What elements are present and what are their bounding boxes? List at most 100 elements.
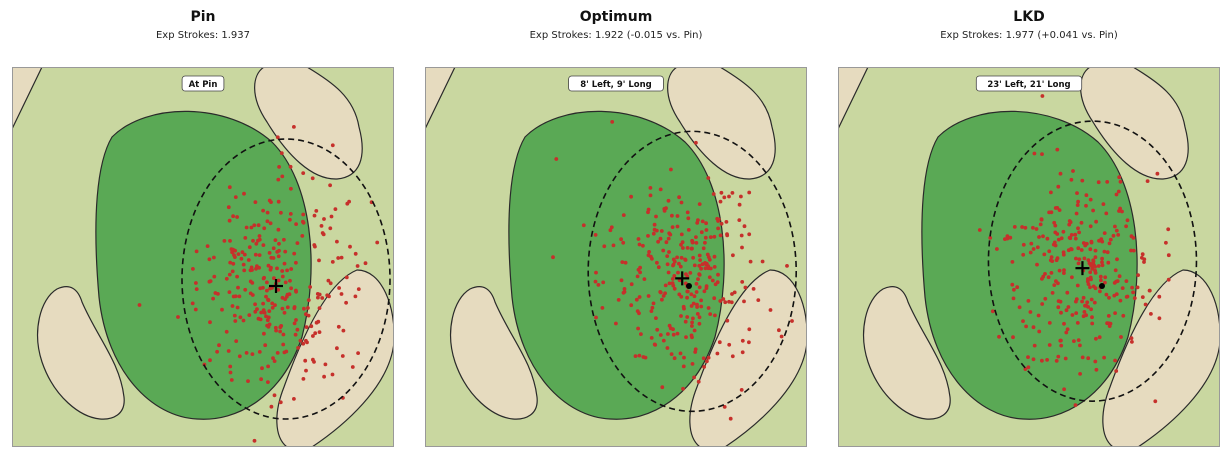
shot-point bbox=[335, 346, 339, 351]
shot-point bbox=[247, 245, 252, 250]
shot-point bbox=[300, 234, 305, 238]
shot-point bbox=[697, 285, 702, 290]
shot-point bbox=[295, 327, 300, 332]
shot-point bbox=[278, 329, 282, 334]
aim-point-marker bbox=[675, 271, 690, 286]
shot-point bbox=[1084, 241, 1089, 246]
shot-point bbox=[722, 405, 727, 409]
shot-point bbox=[292, 321, 297, 326]
plot-frame bbox=[425, 67, 807, 447]
shot-point bbox=[207, 257, 212, 262]
shot-point bbox=[1129, 248, 1133, 253]
shot-point bbox=[655, 327, 660, 332]
shot-point bbox=[262, 310, 267, 315]
shot-point bbox=[1055, 147, 1060, 152]
shot-point bbox=[697, 315, 702, 320]
shot-point bbox=[643, 355, 648, 360]
shot-point bbox=[268, 221, 273, 226]
shot-point bbox=[232, 313, 237, 318]
shot-point bbox=[265, 210, 270, 215]
shot-point bbox=[990, 309, 995, 314]
shot-point bbox=[1026, 299, 1031, 303]
shot-point bbox=[246, 258, 251, 262]
shot-point bbox=[316, 295, 320, 300]
shot-point bbox=[637, 311, 641, 316]
shot-point bbox=[1028, 250, 1033, 255]
shot-point bbox=[1164, 240, 1168, 245]
shot-point bbox=[233, 319, 238, 323]
shot-point bbox=[551, 255, 555, 260]
shot-point bbox=[344, 300, 348, 305]
shot-point bbox=[658, 187, 663, 192]
shot-point bbox=[678, 264, 683, 269]
shot-point bbox=[1119, 335, 1123, 339]
shot-point bbox=[685, 315, 690, 319]
shot-point bbox=[231, 261, 236, 266]
shot-point bbox=[1100, 263, 1105, 268]
shot-point bbox=[272, 393, 277, 398]
shot-point bbox=[696, 379, 701, 384]
shot-point bbox=[715, 280, 720, 285]
shot-point bbox=[1090, 321, 1095, 326]
shot-point bbox=[137, 303, 142, 307]
shot-point bbox=[1028, 310, 1033, 314]
shot-point bbox=[704, 286, 709, 290]
shot-point bbox=[254, 241, 259, 246]
shot-point bbox=[1079, 220, 1084, 225]
shot-point bbox=[231, 214, 236, 219]
shot-point bbox=[708, 235, 713, 240]
shot-point bbox=[253, 309, 258, 314]
shot-point bbox=[242, 252, 247, 257]
shot-point bbox=[683, 319, 688, 324]
shot-point bbox=[725, 233, 730, 238]
shot-point bbox=[685, 295, 689, 300]
shot-point bbox=[1045, 358, 1049, 362]
shot-point bbox=[292, 251, 297, 256]
shot-point bbox=[1078, 372, 1082, 376]
shot-point bbox=[1077, 230, 1081, 235]
shot-point bbox=[711, 192, 716, 196]
shot-point bbox=[621, 240, 626, 245]
shot-point bbox=[1116, 233, 1121, 237]
shot-point bbox=[639, 332, 643, 336]
shot-point bbox=[1166, 227, 1171, 232]
shot-point bbox=[301, 341, 306, 346]
shot-point bbox=[348, 244, 352, 249]
shot-point bbox=[235, 274, 240, 279]
shot-point bbox=[250, 293, 255, 297]
shot-point bbox=[608, 228, 613, 233]
shot-point bbox=[737, 218, 742, 223]
shot-point bbox=[329, 214, 334, 219]
shot-point bbox=[669, 352, 674, 356]
shot-point bbox=[310, 176, 315, 181]
shot-point bbox=[649, 309, 654, 313]
shot-point bbox=[241, 262, 246, 267]
shot-point bbox=[1132, 296, 1137, 300]
shot-point bbox=[1032, 151, 1037, 156]
shot-point bbox=[596, 283, 601, 287]
shot-point bbox=[683, 257, 687, 262]
shot-point bbox=[717, 340, 722, 345]
shot-point bbox=[694, 241, 699, 245]
shot-point bbox=[261, 276, 266, 281]
shot-point bbox=[1113, 268, 1118, 273]
aim-label-text: 8' Left, 9' Long bbox=[580, 80, 651, 90]
shot-point bbox=[690, 362, 695, 366]
shot-point bbox=[678, 351, 683, 356]
shot-point bbox=[272, 359, 277, 363]
shot-point bbox=[1106, 260, 1111, 265]
shot-point bbox=[269, 200, 273, 205]
shot-point bbox=[1063, 356, 1068, 361]
shot-point bbox=[680, 240, 685, 245]
shot-point bbox=[1084, 203, 1088, 208]
shot-point bbox=[1142, 257, 1147, 262]
shot-point bbox=[239, 256, 244, 261]
shot-point bbox=[695, 312, 700, 316]
shot-point bbox=[663, 283, 668, 288]
shot-point bbox=[1061, 252, 1066, 257]
shot-point bbox=[1020, 225, 1024, 229]
shot-point bbox=[1010, 260, 1015, 264]
shot-point bbox=[623, 260, 628, 265]
shot-point bbox=[280, 174, 285, 179]
shot-point bbox=[336, 256, 341, 260]
